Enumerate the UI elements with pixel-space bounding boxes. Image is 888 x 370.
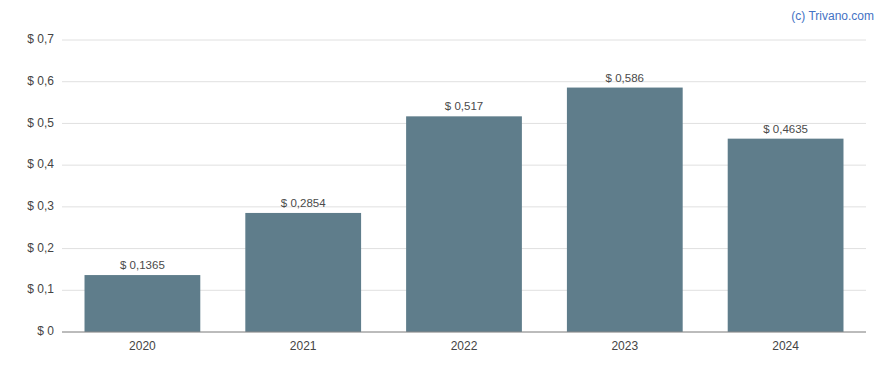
y-tick-label: $ 0,6 <box>27 74 54 88</box>
y-tick-label: $ 0,3 <box>27 199 54 213</box>
data-label: $ 0,517 <box>445 100 483 112</box>
x-axis: 2020 2021 2022 2023 2024 <box>62 332 866 353</box>
page: {"chart_data": {"type": "bar", "categori… <box>0 0 888 370</box>
y-tick-label: $ 0,7 <box>27 32 54 46</box>
y-tick-label: $ 0,5 <box>27 116 54 130</box>
annotations: (c) Trivano.com <box>791 9 874 23</box>
x-axis-line <box>62 332 866 333</box>
y-tick-label: $ 0,1 <box>27 282 54 296</box>
data-label: $ 0,4635 <box>763 123 808 135</box>
grid-line <box>62 40 866 41</box>
data-label: $ 0,586 <box>606 72 644 84</box>
y-tick-label: $ 0 <box>37 324 54 338</box>
bar <box>406 116 522 332</box>
y-tick-label: $ 0,2 <box>27 241 54 255</box>
bar <box>85 275 201 332</box>
grid-line <box>62 81 866 82</box>
bar <box>728 139 844 332</box>
data-label: $ 0,1365 <box>120 259 165 271</box>
x-tick-label: 2020 <box>129 339 156 353</box>
y-tick-label: $ 0,4 <box>27 157 54 171</box>
chart-container: $ 0 $ 0,1 $ 0,2 $ 0,3 $ 0,4 $ 0,5 $ 0,6 $ 0,7 20… <box>0 0 888 370</box>
x-tick-label: 2021 <box>290 339 317 353</box>
x-tick-label: 2022 <box>451 339 478 353</box>
x-tick-label: 2024 <box>772 339 799 353</box>
y-axis: $ 0 $ 0,1 $ 0,2 $ 0,3 $ 0,4 $ 0,5 $ 0,6 $ 0,7 <box>27 32 866 338</box>
watermark: (c) Trivano.com <box>791 9 874 23</box>
x-tick-label: 2023 <box>611 339 638 353</box>
bars <box>85 88 844 332</box>
data-labels: $ 0,1365 $ 0,2854 $ 0,517 $ 0,586 $ 0,4635 <box>120 72 808 272</box>
bar <box>245 213 361 332</box>
chart-svg: $ 0 $ 0,1 $ 0,2 $ 0,3 $ 0,4 $ 0,5 $ 0,6 $ 0,7 20… <box>0 0 888 370</box>
data-label: $ 0,2854 <box>281 197 326 209</box>
grid-line <box>62 332 866 333</box>
bar <box>567 88 683 332</box>
